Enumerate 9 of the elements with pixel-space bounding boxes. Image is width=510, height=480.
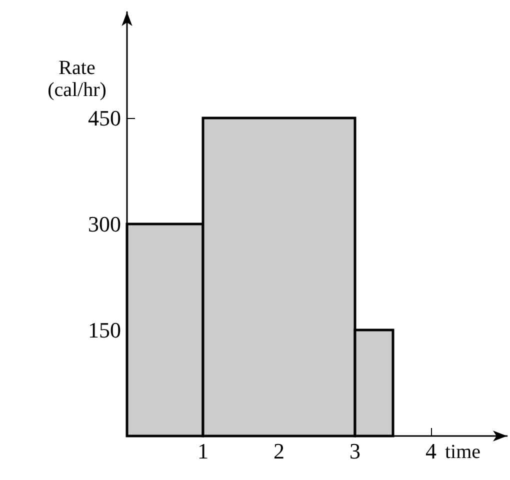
y-tick-label: 150 [88, 318, 121, 342]
x-tick-label: 4 [426, 438, 436, 464]
x-tick-label: 2 [274, 438, 284, 464]
x-axis-title: time [445, 441, 481, 463]
x-tick-label: 3 [350, 438, 360, 464]
x-tick-label: 1 [198, 438, 208, 464]
y-tick-label: 450 [88, 106, 121, 130]
y-tick-label: 300 [88, 212, 121, 236]
y-axis-title: Rate (cal/hr) [48, 57, 106, 101]
